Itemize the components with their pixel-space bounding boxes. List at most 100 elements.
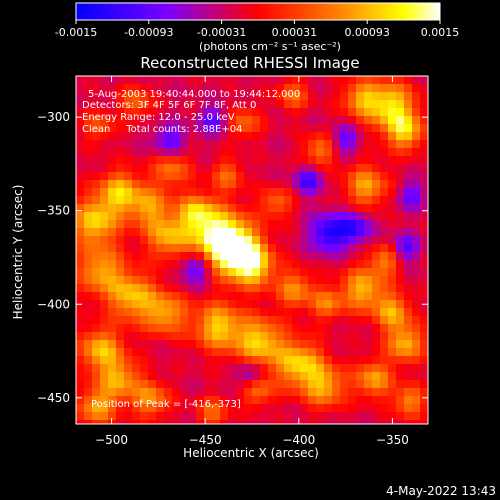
heatmap-cell: [348, 284, 357, 293]
heatmap-cell: [188, 228, 197, 237]
heatmap-cell: [76, 196, 85, 205]
heatmap-cell: [284, 348, 293, 357]
heatmap-cell: [204, 116, 213, 125]
heatmap-cell: [372, 76, 381, 85]
heatmap-cell: [276, 300, 285, 309]
heatmap-cell: [332, 388, 341, 397]
heatmap-cell: [268, 84, 277, 93]
heatmap-cell: [404, 388, 413, 397]
heatmap-cell: [92, 164, 101, 173]
heatmap-cell: [244, 196, 253, 205]
heatmap-cell: [236, 420, 245, 424]
heatmap-cell: [332, 100, 341, 109]
heatmap-cell: [380, 332, 389, 341]
heatmap-cell: [348, 220, 357, 229]
heatmap-cell: [300, 284, 309, 293]
heatmap-cell: [108, 372, 117, 381]
heatmap-cell: [316, 284, 325, 293]
heatmap-cell: [196, 228, 205, 237]
heatmap-cell: [268, 188, 277, 197]
info-time: 5-Aug-2003 19:40:44.000 to 19:44:12.000: [88, 89, 300, 100]
heatmap-cell: [172, 380, 181, 389]
heatmap-cell: [308, 292, 317, 301]
heatmap-cell: [396, 364, 405, 373]
heatmap-cell: [164, 388, 173, 397]
heatmap-cell: [156, 420, 165, 424]
heatmap-cell: [132, 188, 141, 197]
heatmap-cell: [396, 396, 405, 405]
heatmap-cell: [76, 188, 85, 197]
heatmap-cell: [164, 404, 173, 413]
x-axis-tick-label: −350: [376, 433, 409, 447]
heatmap-cell: [228, 76, 237, 85]
heatmap-cell: [180, 292, 189, 301]
heatmap-cell: [284, 388, 293, 397]
heatmap-cell: [372, 276, 381, 285]
heatmap-cell: [92, 204, 101, 213]
heatmap-cell: [156, 220, 165, 229]
heatmap-cell: [140, 372, 149, 381]
heatmap-cell: [132, 324, 141, 333]
heatmap-cell: [140, 308, 149, 317]
heatmap-cell: [108, 244, 117, 253]
heatmap-cell: [228, 156, 237, 165]
heatmap-cell: [124, 252, 133, 261]
heatmap-cell: [268, 348, 277, 357]
heatmap-cell: [180, 236, 189, 245]
heatmap-cell: [308, 252, 317, 261]
heatmap-cell: [268, 292, 277, 301]
heatmap-cell: [292, 252, 301, 261]
heatmap-cell: [244, 244, 253, 253]
heatmap-cell: [172, 132, 181, 141]
heatmap-cell: [108, 348, 117, 357]
heatmap-cell: [236, 228, 245, 237]
heatmap-cell: [252, 420, 261, 424]
heatmap-cell: [300, 300, 309, 309]
heatmap-cell: [308, 396, 317, 405]
heatmap-cell: [132, 420, 141, 424]
heatmap-cell: [124, 148, 133, 157]
heatmap-cell: [204, 148, 213, 157]
heatmap-cell: [228, 316, 237, 325]
heatmap-cell: [132, 116, 141, 125]
heatmap-cell: [404, 332, 413, 341]
heatmap-cell: [356, 236, 365, 245]
heatmap-cell: [316, 380, 325, 389]
heatmap-cell: [92, 388, 101, 397]
heatmap-cell: [284, 252, 293, 261]
heatmap-cell: [132, 92, 141, 101]
heatmap-cell: [332, 252, 341, 261]
heatmap-cell: [332, 332, 341, 341]
heatmap-cell: [396, 76, 405, 85]
heatmap-cell: [308, 340, 317, 349]
heatmap-cell: [284, 92, 293, 101]
heatmap-cell: [188, 380, 197, 389]
heatmap-cell: [180, 196, 189, 205]
heatmap-cell: [108, 284, 117, 293]
heatmap-cell: [76, 268, 85, 277]
heatmap-cell: [348, 180, 357, 189]
heatmap-cell: [140, 412, 149, 421]
heatmap-cell: [268, 268, 277, 277]
heatmap-cell: [292, 228, 301, 237]
heatmap-cell: [292, 196, 301, 205]
heatmap-cell: [108, 204, 117, 213]
heatmap-cell: [244, 404, 253, 413]
heatmap-cell: [140, 196, 149, 205]
heatmap-cell: [404, 148, 413, 157]
x-axis-tick-label: −450: [189, 433, 222, 447]
heatmap-cell: [324, 340, 333, 349]
heatmap-cell: [380, 124, 389, 133]
heatmap-cell: [268, 116, 277, 125]
heatmap-cell: [324, 92, 333, 101]
heatmap-cell: [332, 364, 341, 373]
heatmap-cell: [84, 324, 93, 333]
heatmap-cell: [188, 84, 197, 93]
heatmap-cell: [284, 188, 293, 197]
heatmap-cell: [404, 340, 413, 349]
heatmap-cell: [140, 236, 149, 245]
heatmap-cell: [220, 132, 229, 141]
heatmap-cell: [268, 196, 277, 205]
heatmap-cell: [228, 380, 237, 389]
heatmap-cell: [100, 204, 109, 213]
